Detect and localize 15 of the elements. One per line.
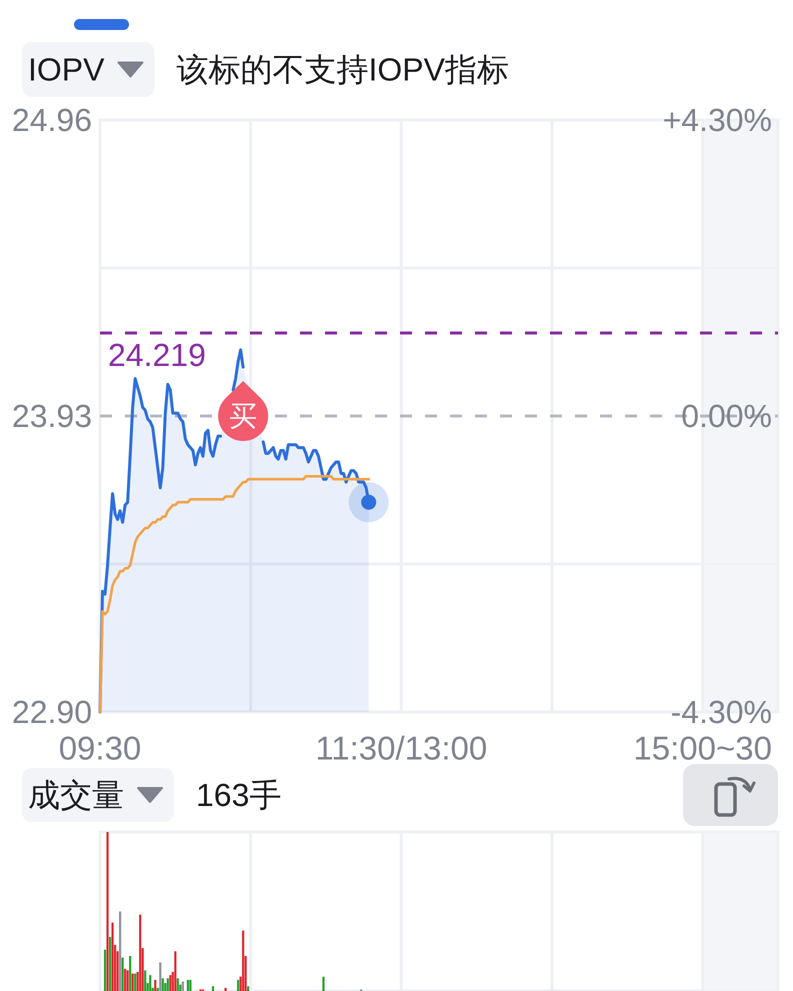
title: IOPV: [28, 52, 104, 88]
y-tick-label: 23.93: [12, 398, 92, 434]
title: 成交量: [28, 777, 124, 813]
y2-tick-label: 0.00%: [681, 398, 772, 434]
y2-tick-label: +4.30%: [662, 102, 772, 138]
y-tick-label: 22.90: [12, 694, 92, 730]
ref-line-label: 24.219: [108, 336, 206, 373]
series-name: 买: [229, 400, 258, 432]
y-tick-label: 24.96: [12, 102, 92, 138]
subtitle: 163手: [196, 777, 282, 813]
y2-tick-label: -4.30%: [670, 694, 772, 730]
x-tick-label: 11:30/13:00: [315, 730, 488, 766]
x-tick-label: 09:30: [58, 730, 142, 766]
subtitle: 该标的不支持IOPV指标: [176, 52, 509, 88]
x-tick-label: 15:00~30: [633, 730, 772, 766]
